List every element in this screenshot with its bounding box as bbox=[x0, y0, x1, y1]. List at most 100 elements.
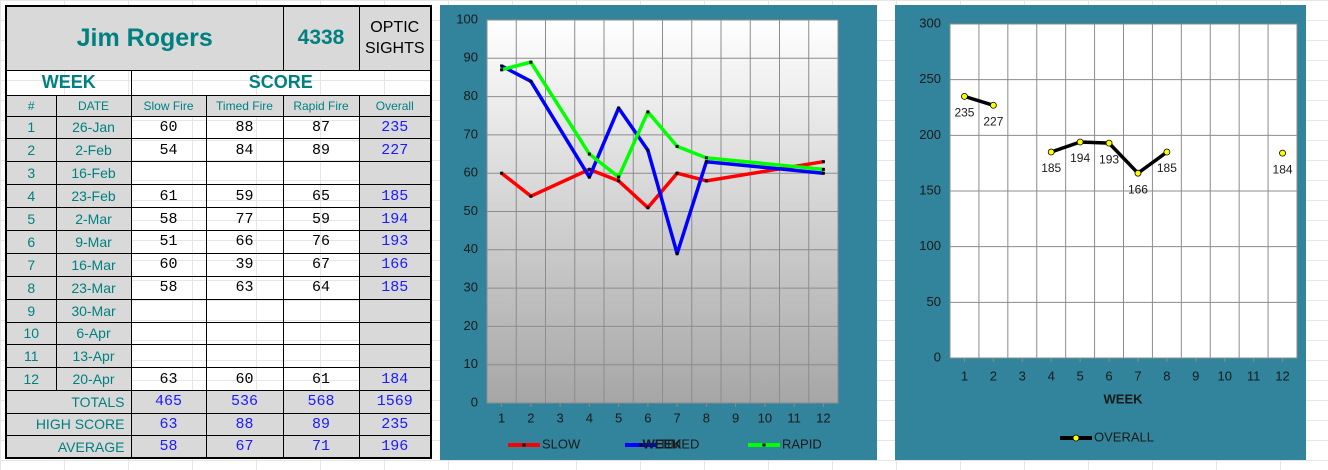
data-row: 5 2-Mar 58 77 59 194 bbox=[5, 207, 432, 231]
x-tick-label: 10 bbox=[758, 410, 772, 425]
data-row: 7 16-Mar 60 39 67 166 bbox=[5, 252, 432, 277]
column-header: Timed Fire bbox=[205, 94, 284, 117]
point-marker bbox=[500, 68, 504, 72]
y-tick-label: 0 bbox=[471, 394, 478, 409]
summary-value: 235 bbox=[358, 412, 432, 437]
x-tick-label: 4 bbox=[1048, 368, 1055, 383]
table-cell: 8 bbox=[5, 275, 57, 300]
legend-label: OVERALL bbox=[1094, 429, 1154, 444]
table-cell: 77 bbox=[205, 207, 284, 231]
y-tick-label: 40 bbox=[464, 241, 478, 256]
point-marker bbox=[1047, 148, 1055, 156]
x-tick-label: 2 bbox=[990, 368, 997, 383]
table-cell: 4 bbox=[5, 184, 57, 209]
y-tick-label: 200 bbox=[919, 127, 941, 142]
group-header: SCORE bbox=[130, 69, 432, 96]
point-marker bbox=[1076, 138, 1084, 146]
table-cell: 87 bbox=[282, 115, 360, 140]
point-marker bbox=[500, 64, 504, 68]
table-cell: 60 bbox=[130, 115, 207, 140]
column-header: Slow Fire bbox=[130, 94, 207, 117]
shooter-number: 4338 bbox=[282, 5, 360, 71]
table-cell: 2 bbox=[5, 138, 57, 163]
point-marker bbox=[529, 194, 533, 198]
y-tick-label: 80 bbox=[464, 88, 478, 103]
plot-border bbox=[486, 19, 839, 404]
y-tick-label: 30 bbox=[464, 280, 478, 295]
table-cell bbox=[205, 298, 284, 323]
y-tick-label: 100 bbox=[919, 238, 941, 253]
table-cell: 63 bbox=[130, 367, 207, 392]
legend-label: RAPID bbox=[782, 436, 822, 451]
point-marker bbox=[704, 179, 708, 183]
x-tick-label: 12 bbox=[816, 410, 830, 425]
table-cell: 76 bbox=[282, 229, 360, 254]
data-row: 2 2-Feb 54 84 89 227 bbox=[5, 138, 432, 163]
point-marker bbox=[821, 160, 825, 164]
table-cell: 185 bbox=[358, 184, 432, 209]
table-cell: 166 bbox=[358, 252, 432, 277]
table-cell: 30-Mar bbox=[55, 298, 132, 323]
summary-value: 1569 bbox=[358, 390, 432, 414]
data-row: 6 9-Mar 51 66 76 193 bbox=[5, 229, 432, 254]
table-cell: 67 bbox=[282, 252, 360, 277]
x-tick-label: 8 bbox=[1163, 368, 1170, 383]
summary-value: 536 bbox=[205, 390, 284, 414]
x-tick-label: 7 bbox=[674, 410, 681, 425]
table-cell: 23-Feb bbox=[55, 184, 132, 209]
summary-label: TOTALS bbox=[5, 390, 132, 414]
point-marker bbox=[500, 171, 504, 175]
plot-border bbox=[949, 23, 1298, 359]
point-marker bbox=[617, 179, 621, 183]
table-cell: 88 bbox=[205, 115, 284, 140]
table-cell: 10 bbox=[5, 321, 57, 346]
group-header: WEEK bbox=[5, 69, 132, 96]
table-cell bbox=[130, 321, 207, 346]
table-cell: 16-Mar bbox=[55, 252, 132, 277]
y-tick-label: 70 bbox=[464, 126, 478, 141]
sights-label: OPTIC SIGHTS bbox=[358, 5, 432, 71]
y-tick-label: 90 bbox=[464, 50, 478, 65]
summary-value: 58 bbox=[130, 435, 207, 459]
table-cell: 12 bbox=[5, 367, 57, 392]
table-cell: 13-Apr bbox=[55, 344, 132, 369]
table-cell bbox=[282, 161, 360, 186]
summary-value: 89 bbox=[282, 412, 360, 437]
x-tick-label: 8 bbox=[703, 410, 710, 425]
data-row: 12 20-Apr 63 60 61 184 bbox=[5, 367, 432, 392]
point-marker bbox=[821, 171, 825, 175]
y-tick-label: 10 bbox=[464, 356, 478, 371]
data-label: 235 bbox=[954, 106, 974, 120]
legend-marker bbox=[762, 443, 766, 447]
point-marker bbox=[587, 175, 591, 179]
point-marker bbox=[529, 79, 533, 83]
column-header: DATE bbox=[55, 94, 132, 117]
table-cell: 2-Feb bbox=[55, 138, 132, 163]
summary-label: AVERAGE bbox=[5, 435, 132, 459]
y-tick-label: 0 bbox=[934, 349, 941, 364]
data-row: 9 30-Mar bbox=[5, 298, 432, 323]
table-cell: 6-Apr bbox=[55, 321, 132, 346]
point-marker bbox=[646, 110, 650, 114]
table-cell: 84 bbox=[205, 138, 284, 163]
table-cell: 3 bbox=[5, 161, 57, 186]
data-label: 185 bbox=[1157, 161, 1177, 175]
x-tick-label: 6 bbox=[644, 410, 651, 425]
table-cell bbox=[358, 321, 432, 346]
summary-value: 88 bbox=[205, 412, 284, 437]
table-cell: 235 bbox=[358, 115, 432, 140]
y-tick-label: 50 bbox=[464, 203, 478, 218]
table-cell: 16-Feb bbox=[55, 161, 132, 186]
summary-value: 67 bbox=[205, 435, 284, 459]
summary-row: TOTALS 465 536 568 1569 bbox=[5, 390, 432, 414]
point-marker bbox=[675, 144, 679, 148]
point-marker bbox=[617, 106, 621, 110]
y-tick-label: 150 bbox=[919, 182, 941, 197]
point-marker bbox=[529, 60, 533, 64]
point-marker bbox=[1134, 169, 1142, 177]
table-cell: 5 bbox=[5, 207, 57, 231]
y-tick-label: 50 bbox=[927, 294, 941, 309]
